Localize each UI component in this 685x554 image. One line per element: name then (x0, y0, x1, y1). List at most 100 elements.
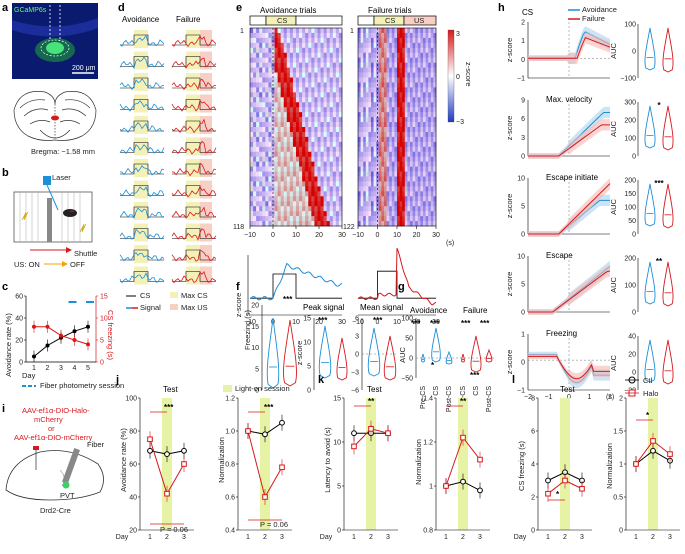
h-auc-violin-avoid (644, 27, 656, 71)
heatmap-cell (326, 176, 331, 182)
heatmap-cell (358, 146, 361, 153)
heatmap-cell (286, 131, 291, 138)
heatmap-cell (265, 47, 269, 54)
heatmap-cell (384, 127, 387, 133)
heatmap-cell (397, 127, 400, 133)
heatmap-cell (274, 206, 278, 212)
heatmap-cell (277, 156, 281, 162)
jkl-ytick-label: 6 (531, 429, 535, 436)
heatmap-cell (323, 216, 327, 222)
l-stars1: * (556, 490, 560, 499)
heatmap-cell (311, 62, 315, 68)
heatmap-cell (320, 107, 324, 113)
heatmap-cell (296, 181, 300, 187)
heatmap-cell (335, 146, 340, 153)
heatmap-cell (420, 211, 424, 217)
c-point (72, 329, 77, 334)
heatmap-cell (407, 186, 411, 192)
heatmap-cell (423, 117, 426, 123)
jkl-xtick-label: 3 (182, 534, 186, 541)
jkl-xtick-label: 2 (461, 534, 465, 541)
f-peak-tick: 0 (307, 388, 311, 395)
heatmap-cell (407, 67, 411, 73)
heatmap-cell (299, 151, 303, 157)
heatmap-cell (250, 127, 254, 133)
heatmap-cell (326, 122, 331, 128)
heatmap-cell (373, 131, 377, 138)
heatmap-cell (283, 97, 288, 103)
heatmap-cell (256, 151, 260, 157)
heatmap-cell (415, 77, 419, 83)
heatmap-cell (399, 92, 403, 98)
heatmap-cell (371, 62, 374, 68)
heatmap-cell (378, 211, 382, 217)
heatmap-cell (410, 47, 413, 54)
heatmap-cell (320, 211, 324, 217)
d-cs-step (120, 206, 164, 218)
heatmap-cell (338, 161, 343, 167)
heatmap-cell (365, 92, 369, 98)
g-ytick: 0 (409, 356, 413, 363)
heatmap-cell (286, 171, 291, 177)
heatmap-cell (292, 161, 297, 167)
heatmap-cell (358, 47, 361, 54)
e-trace-xtick: 20 (315, 319, 323, 326)
heatmap-cell (259, 37, 263, 44)
e-cs-box (358, 270, 436, 299)
heatmap-cell (399, 161, 403, 167)
d-signal-trace (171, 99, 217, 112)
heatmap-cell (423, 131, 426, 138)
h-auc-tick: 0 (632, 370, 636, 377)
heatmap-cell (365, 112, 369, 118)
e-xtick-label: −10 (352, 232, 364, 239)
heatmap-cell (391, 32, 395, 39)
heatmap-cell (415, 161, 419, 167)
heatmap-cell (428, 221, 432, 227)
heatmap-cell (274, 32, 278, 39)
heatmap-cell (262, 206, 266, 212)
heatmap-cell (376, 87, 380, 93)
heatmap-cell (253, 72, 257, 78)
heatmap-cell (256, 52, 260, 58)
heatmap-cell (373, 211, 377, 217)
heatmap-cell (299, 32, 303, 39)
heatmap-cell (302, 77, 306, 83)
heatmap-cell (365, 37, 369, 44)
heatmap-cell (314, 92, 318, 98)
heatmap-cell (417, 52, 421, 58)
heatmap-cell (358, 77, 361, 83)
heatmap-cell (404, 122, 408, 128)
heatmap-cell (308, 47, 312, 54)
heatmap-cell (338, 82, 343, 88)
heatmap-cell (292, 191, 297, 197)
heatmap-cell (363, 131, 367, 138)
heatmap-cell (420, 196, 424, 202)
heatmap-cell (407, 156, 411, 162)
heatmap-cell (323, 72, 327, 78)
heatmap-cell (335, 32, 340, 39)
heatmap-cell (338, 131, 343, 138)
heatmap-cell (274, 82, 278, 88)
heatmap-cell (338, 52, 343, 58)
heatmap-cell (265, 131, 269, 138)
heatmap-cell (425, 146, 429, 153)
heatmap-cell (389, 92, 393, 98)
heatmap-cell (389, 181, 393, 187)
heatmap-cell (256, 221, 260, 227)
heatmap-cell (363, 181, 367, 187)
heatmap-cell (329, 52, 334, 58)
heatmap-cell (412, 166, 416, 172)
heatmap-cell (256, 131, 260, 138)
heatmap-cell (365, 181, 369, 187)
heatmap-cell (305, 57, 309, 63)
heatmap-cell (371, 112, 374, 118)
heatmap-cell (371, 161, 374, 167)
heatmap-cell (360, 146, 364, 153)
heatmap-cell (317, 87, 321, 93)
f-violin-avoid-mean (367, 327, 381, 377)
heatmap-cell (259, 82, 263, 88)
heatmap-cell (292, 176, 297, 182)
heatmap-cell (420, 122, 424, 128)
heatmap-cell (302, 32, 306, 39)
